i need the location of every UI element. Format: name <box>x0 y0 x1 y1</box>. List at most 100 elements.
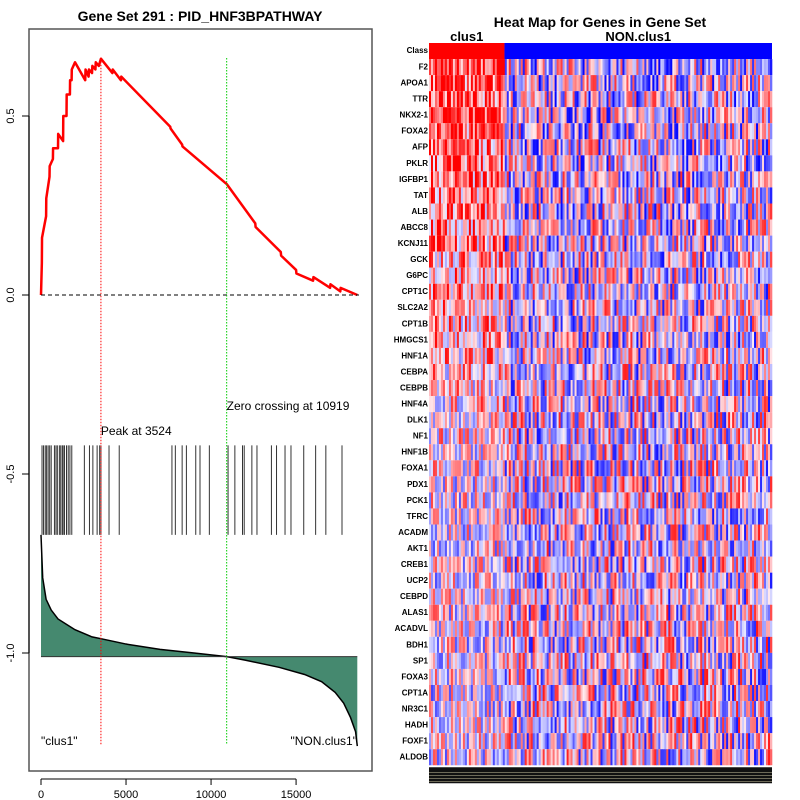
heatmap-cell <box>464 219 468 236</box>
heatmap-cell <box>576 347 579 364</box>
heatmap-cell <box>514 75 518 92</box>
heatmap-cell <box>548 283 551 300</box>
heatmap-cell <box>614 347 617 364</box>
heatmap-cell <box>664 251 667 268</box>
heatmap-cell <box>570 123 573 140</box>
heatmap-cell <box>544 203 547 220</box>
heatmap-cell <box>770 476 773 493</box>
heatmap-cell <box>572 155 575 172</box>
heatmap-cell <box>538 412 541 429</box>
heatmap-cell <box>674 412 677 429</box>
heatmap-cell <box>450 476 454 493</box>
heatmap-cell <box>472 139 476 156</box>
heatmap-cell <box>590 347 593 364</box>
heatmap-cell <box>724 283 727 300</box>
heatmap-cell <box>634 155 637 172</box>
heatmap-cell <box>556 396 559 413</box>
heatmap-cell <box>474 396 478 413</box>
heatmap-cell <box>656 299 659 316</box>
heatmap-cell <box>720 235 723 252</box>
heatmap-cell <box>446 299 450 316</box>
heatmap-cell <box>660 235 663 252</box>
heatmap-cell <box>474 412 478 429</box>
heatmap-cell <box>606 364 609 381</box>
heatmap-cell <box>520 412 524 429</box>
heatmap-cell <box>564 283 567 300</box>
heatmap-cell <box>768 107 771 124</box>
heatmap-cell <box>718 380 721 397</box>
heatmap-cell <box>658 59 661 76</box>
heatmap-cell <box>692 315 695 332</box>
heatmap-cell <box>464 347 468 364</box>
heatmap-cell <box>566 412 569 429</box>
heatmap-cell <box>454 396 458 413</box>
heatmap-cell <box>504 251 508 268</box>
heatmap-cell <box>616 235 619 252</box>
heatmap-cell <box>558 444 561 461</box>
heatmap-cell <box>620 396 623 413</box>
heatmap-cell <box>718 428 721 445</box>
heatmap-cell <box>532 219 535 236</box>
heatmap-cell <box>440 123 444 140</box>
heatmap-cell <box>666 123 669 140</box>
heatmap-cell <box>656 91 659 108</box>
heatmap-cell <box>696 251 699 268</box>
heatmap-cell <box>566 251 569 268</box>
heatmap-cell <box>456 476 460 493</box>
heatmap-cell <box>548 267 551 284</box>
heatmap-cell <box>452 75 456 92</box>
heatmap-cell <box>536 460 539 477</box>
heatmap-cell <box>612 396 615 413</box>
heatmap-cell <box>770 492 773 509</box>
heatmap-cell <box>590 508 593 525</box>
heatmap-cell <box>446 59 450 76</box>
heatmap-cell <box>704 299 707 316</box>
heatmap-cell <box>490 315 494 332</box>
heatmap-cell <box>522 396 526 413</box>
heatmap-cell <box>614 492 617 509</box>
heatmap-cell <box>598 251 601 268</box>
heatmap-cell <box>444 235 448 252</box>
heatmap-cell <box>522 331 526 348</box>
heatmap-cell <box>726 59 729 76</box>
heatmap-cell <box>738 492 741 509</box>
heatmap-cell <box>552 476 555 493</box>
heatmap-cell <box>764 315 767 332</box>
heatmap-cell <box>498 315 502 332</box>
heatmap-cell <box>476 75 480 92</box>
heatmap-cell <box>588 508 591 525</box>
heatmap-cell <box>578 283 581 300</box>
heatmap-cell <box>752 59 755 76</box>
heatmap-cell <box>750 283 753 300</box>
heatmap-cell <box>650 364 653 381</box>
heatmap-cell <box>554 171 557 188</box>
heatmap-cell <box>576 251 579 268</box>
heatmap-cell <box>496 155 500 172</box>
heatmap-cell <box>478 75 482 92</box>
heatmap-cell <box>600 187 603 204</box>
heatmap-cell <box>684 412 687 429</box>
heatmap-cell <box>624 460 627 477</box>
heatmap-cell <box>460 139 464 156</box>
heatmap-cell <box>506 155 510 172</box>
heatmap-cell <box>628 364 631 381</box>
heatmap-cell <box>578 91 581 108</box>
heatmap-cell <box>762 59 765 76</box>
heatmap-cell <box>644 139 647 156</box>
heatmap-cell <box>738 380 741 397</box>
heatmap-cell <box>734 444 737 461</box>
heatmap-cell <box>488 508 492 525</box>
heatmap-cell <box>482 364 486 381</box>
heatmap-cell <box>508 476 512 493</box>
heatmap-cell <box>676 75 679 92</box>
heatmap-cell <box>486 219 490 236</box>
heatmap-cell <box>532 139 535 156</box>
heatmap-cell <box>716 251 719 268</box>
heatmap-cell <box>692 331 695 348</box>
heatmap-cell <box>566 219 569 236</box>
heatmap-cell <box>460 331 464 348</box>
heatmap-cell <box>528 492 532 509</box>
heatmap-cell <box>474 460 478 477</box>
heatmap-cell <box>672 251 675 268</box>
heatmap-cell <box>688 267 691 284</box>
